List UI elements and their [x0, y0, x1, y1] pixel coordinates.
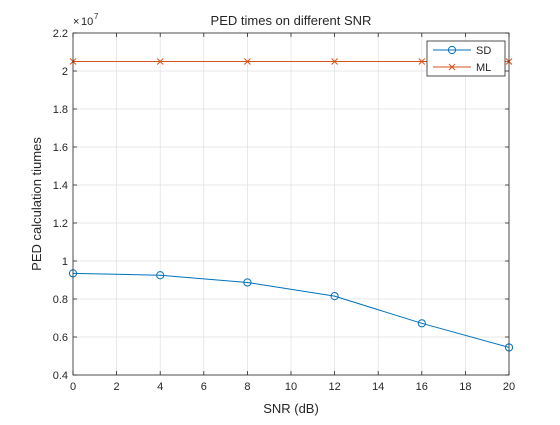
y-axis-label: PED calculation tiumes — [29, 137, 44, 271]
y-tick-label: 0.4 — [53, 370, 68, 382]
data-point-ml — [331, 58, 338, 65]
x-tick-label: 8 — [244, 381, 250, 393]
x-tick-label: 6 — [201, 381, 207, 393]
x-tick-label: 18 — [459, 381, 471, 393]
x-tick-label: 14 — [372, 381, 384, 393]
data-point-sd — [330, 292, 339, 301]
y-tick-label: 2 — [62, 66, 68, 78]
axis-ticks — [72, 32, 510, 376]
legend-label-ml: ML — [476, 62, 491, 74]
y-tick-label: 1.6 — [53, 142, 68, 154]
data-point-sd — [417, 319, 426, 328]
y-exponent-power: 7 — [94, 12, 99, 21]
legend-marker-ml — [448, 63, 456, 71]
data-point-ml — [418, 58, 426, 65]
tick-labels: 0 2 4 6 8 10 12 14 16 18 20 0.4 0.6 0.8 1 1.2 1.4 1.6 1.8 2… — [53, 28, 515, 393]
legend-entry-ml: ML — [433, 62, 491, 74]
legend: SD ML — [426, 40, 506, 77]
legend-label-sd: SD — [476, 45, 491, 57]
chart-title: PED times on different SNR — [211, 13, 372, 28]
y-tick-label: 2.2 — [53, 28, 68, 40]
data-point-sd — [243, 278, 252, 287]
legend-box — [426, 40, 506, 77]
data-point-ml — [244, 58, 251, 65]
y-tick-label: 1 — [62, 256, 68, 268]
series-line-sd — [72, 272, 510, 348]
x-tick-label: 12 — [328, 381, 340, 393]
y-exponent-times: × — [73, 16, 79, 28]
x-tick-label: 2 — [114, 381, 120, 393]
x-tick-label: 4 — [157, 381, 163, 393]
y-exponent-base: 10 — [81, 16, 93, 28]
legend-marker-sd — [447, 45, 457, 55]
y-tick-label: 0.8 — [53, 294, 68, 306]
y-exponent: × 10 7 — [73, 12, 99, 28]
y-tick-label: 1.8 — [53, 104, 68, 116]
data-point-sd — [156, 271, 165, 280]
y-tick-label: 0.6 — [53, 332, 68, 344]
data-point-ml — [156, 58, 164, 65]
x-tick-label: 10 — [285, 381, 297, 393]
y-tick-label: 1.4 — [53, 180, 68, 192]
legend-entry-sd: SD — [433, 45, 491, 57]
x-tick-label: 0 — [70, 381, 76, 393]
x-axis-label: SNR (dB) — [263, 401, 319, 416]
y-tick-label: 1.2 — [53, 218, 68, 230]
x-tick-label: 20 — [503, 381, 515, 393]
x-tick-label: 16 — [416, 381, 428, 393]
